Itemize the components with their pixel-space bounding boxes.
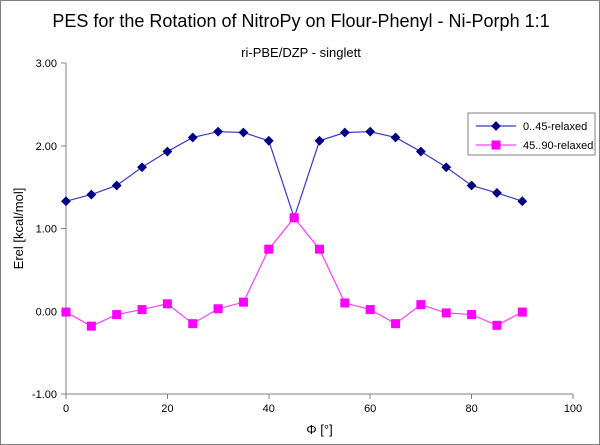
data-point-marker	[517, 307, 527, 317]
series-line	[65, 131, 523, 220]
data-point-marker	[111, 180, 122, 191]
y-tick-label: 1.00	[36, 224, 57, 236]
data-series	[61, 126, 528, 331]
data-point-marker	[492, 320, 502, 330]
series-1	[61, 126, 528, 223]
data-point-marker	[340, 298, 350, 308]
data-point-marker	[137, 162, 147, 173]
x-tick-label: 60	[364, 403, 376, 415]
legend-marker	[491, 140, 501, 150]
data-point-marker	[112, 310, 122, 320]
series-line	[65, 216, 523, 327]
y-tick-label: -1.00	[32, 389, 57, 401]
y-tick-label: 0.00	[36, 306, 57, 318]
data-point-marker	[416, 300, 426, 310]
axes: -1.00 0.00 1.00 2.00 3.00 0 20 40 60 80 100 Φ [°] Er…	[11, 58, 582, 437]
data-point-marker	[441, 162, 452, 173]
data-point-marker	[264, 244, 274, 254]
x-tick-label: 40	[263, 403, 275, 415]
legend-entry-label: 45..90-relaxed	[523, 140, 593, 152]
data-point-marker	[365, 305, 375, 315]
data-point-marker	[517, 196, 528, 207]
x-tick-label: 100	[564, 403, 582, 415]
data-point-marker	[188, 319, 198, 329]
data-point-marker	[390, 132, 401, 143]
chart-subtitle: ri-PBE/DZP - singlett	[241, 45, 361, 60]
data-point-marker	[314, 135, 325, 146]
legend-marker	[491, 121, 501, 131]
data-point-marker	[339, 127, 350, 138]
data-point-marker	[263, 135, 274, 146]
data-point-marker	[415, 146, 426, 157]
y-tick-label: 3.00	[36, 58, 57, 70]
legend-entry-label: 0..45-relaxed	[523, 121, 587, 133]
x-tick-label: 0	[63, 403, 69, 415]
y-tick-label: 2.00	[36, 141, 57, 153]
data-point-marker	[315, 244, 324, 254]
x-axis-title: Φ [°]	[306, 422, 332, 437]
data-point-marker	[391, 319, 401, 329]
chart-title: PES for the Rotation of NitroPy on Flour…	[52, 11, 550, 31]
y-axis-title: Erel [kcal/mol]	[11, 188, 26, 270]
data-point-marker	[466, 180, 477, 191]
data-point-marker	[492, 188, 502, 198]
data-point-marker	[213, 126, 224, 137]
data-point-marker	[86, 189, 97, 200]
data-point-marker	[162, 299, 172, 309]
data-point-marker	[61, 307, 71, 317]
data-point-marker	[441, 308, 451, 318]
data-point-marker	[289, 213, 299, 223]
data-point-marker	[467, 310, 477, 320]
data-point-marker	[238, 127, 249, 138]
series-2	[61, 213, 527, 331]
data-point-marker	[187, 132, 198, 143]
x-tick-label: 80	[465, 403, 477, 415]
data-point-marker	[61, 196, 71, 207]
data-point-marker	[213, 304, 223, 314]
legend-background	[467, 112, 596, 156]
x-tick-label: 20	[161, 403, 173, 415]
data-point-marker	[137, 305, 147, 315]
data-point-marker	[365, 126, 376, 137]
chart-legend[interactable]: 0..45-relaxed 45..90-relaxed	[467, 112, 596, 156]
data-point-marker	[86, 321, 96, 331]
data-point-marker	[238, 297, 248, 307]
data-point-marker	[162, 146, 173, 157]
